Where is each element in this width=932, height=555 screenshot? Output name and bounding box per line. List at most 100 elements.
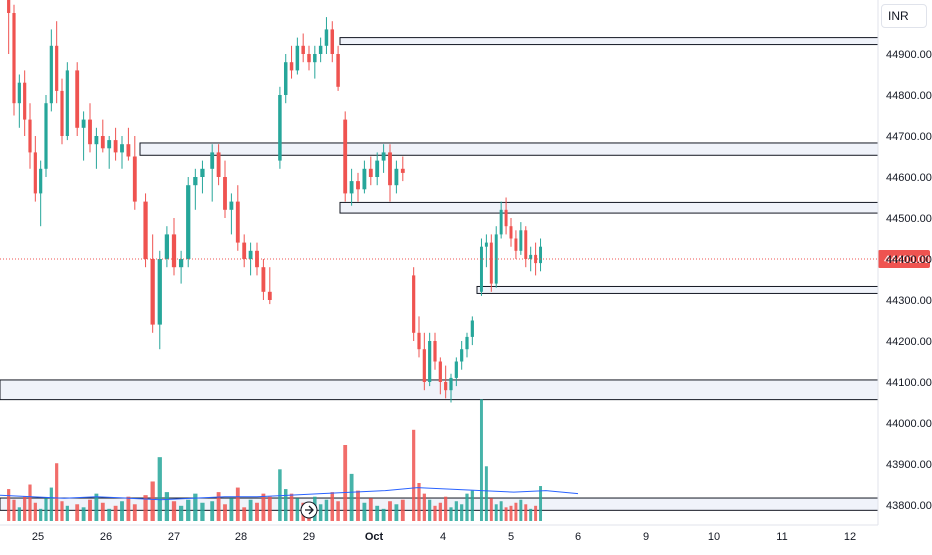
candle-body[interactable] <box>295 45 300 71</box>
candle-body[interactable] <box>454 361 458 378</box>
candle-body[interactable] <box>229 201 234 210</box>
candle-body[interactable] <box>504 209 508 227</box>
candle-body[interactable] <box>164 234 170 259</box>
candle-body[interactable] <box>150 259 155 325</box>
candle-body[interactable] <box>349 181 354 194</box>
candle-body[interactable] <box>17 82 21 104</box>
candle-body[interactable] <box>81 119 86 128</box>
candle-body[interactable] <box>318 45 323 54</box>
candle-body[interactable] <box>499 209 503 235</box>
candle-body[interactable] <box>388 152 392 186</box>
zone-box-3[interactable] <box>339 201 879 214</box>
candle-body[interactable] <box>44 103 48 169</box>
candle-body[interactable] <box>88 119 92 145</box>
candle-body[interactable] <box>433 341 437 362</box>
candle-body[interactable] <box>49 45 53 104</box>
current-price-badge <box>878 250 930 268</box>
candle-body[interactable] <box>255 250 259 268</box>
candle-body[interactable] <box>100 136 105 149</box>
candle-body[interactable] <box>113 140 118 153</box>
candle-body[interactable] <box>60 90 64 136</box>
candle-body[interactable] <box>193 177 198 186</box>
zone-box-5[interactable] <box>0 379 879 401</box>
candle-body[interactable] <box>444 382 448 391</box>
candle-body[interactable] <box>336 54 340 87</box>
candle-body[interactable] <box>307 54 311 63</box>
candle-body[interactable] <box>449 377 453 391</box>
candle-body[interactable] <box>324 29 329 46</box>
candle-body[interactable] <box>28 119 32 153</box>
price-tick-label: 44400.00 <box>886 254 932 266</box>
candle-body[interactable] <box>289 62 294 71</box>
candle-body[interactable] <box>186 185 191 259</box>
candle-body[interactable] <box>422 349 426 382</box>
volume-bar <box>235 487 240 521</box>
candle-body[interactable] <box>126 144 131 157</box>
candle-body[interactable] <box>313 54 317 63</box>
candle-body[interactable] <box>394 168 399 186</box>
candle-body[interactable] <box>375 160 380 177</box>
candle-body[interactable] <box>479 246 483 292</box>
candle-body[interactable] <box>200 168 205 177</box>
candle-body[interactable] <box>524 230 528 259</box>
candle-body[interactable] <box>509 226 513 239</box>
candle-body[interactable] <box>75 70 80 128</box>
candle-body[interactable] <box>428 341 432 382</box>
candle-body[interactable] <box>157 259 162 325</box>
zone-box-1[interactable] <box>339 37 879 46</box>
candle-body[interactable] <box>356 181 360 190</box>
candle-body[interactable] <box>65 70 69 136</box>
candle-body[interactable] <box>484 242 488 247</box>
candle-body[interactable] <box>39 168 43 194</box>
chevron-right-icon[interactable] <box>300 501 318 519</box>
candle-body[interactable] <box>132 156 137 202</box>
candle-body[interactable] <box>514 238 518 251</box>
candle-body[interactable] <box>107 140 112 149</box>
candle-body[interactable] <box>301 45 305 54</box>
candle-body[interactable] <box>534 254 538 264</box>
candle-body[interactable] <box>465 336 469 350</box>
candle-body[interactable] <box>519 230 523 251</box>
candle-body[interactable] <box>381 152 386 161</box>
candle-body[interactable] <box>412 275 416 333</box>
candle-body[interactable] <box>494 234 498 284</box>
candle-body[interactable] <box>23 82 27 120</box>
candle-body[interactable] <box>261 267 266 292</box>
candle-body[interactable] <box>470 320 474 337</box>
candle-body[interactable] <box>362 168 367 190</box>
candle-body[interactable] <box>143 201 148 259</box>
candle-body[interactable] <box>489 242 493 284</box>
candle-body[interactable] <box>460 349 464 362</box>
candle-body[interactable] <box>171 234 177 268</box>
candle-body[interactable] <box>400 168 405 173</box>
candle-body[interactable] <box>33 152 37 194</box>
candle-body[interactable] <box>223 177 227 210</box>
candle-body[interactable] <box>248 250 253 259</box>
candle-body[interactable] <box>529 254 533 259</box>
candle-body[interactable] <box>438 361 442 383</box>
candle-body[interactable] <box>210 152 215 169</box>
zone-box-2[interactable] <box>139 142 879 156</box>
candle-body[interactable] <box>330 29 335 54</box>
candle-body[interactable] <box>12 13 16 104</box>
candle-body[interactable] <box>235 201 240 243</box>
candle-body[interactable] <box>216 152 221 177</box>
candle-body[interactable] <box>417 332 421 350</box>
volume-bar <box>433 505 437 521</box>
currency-badge[interactable]: INR <box>881 4 927 28</box>
candle-body[interactable] <box>539 246 543 264</box>
candle-body[interactable] <box>120 144 124 153</box>
candle-body[interactable] <box>55 45 59 91</box>
candle-body[interactable] <box>278 95 282 161</box>
candle-body[interactable] <box>7 0 11 13</box>
candle-body[interactable] <box>242 242 247 259</box>
candle-body[interactable] <box>368 168 373 177</box>
candle-body[interactable] <box>178 259 184 268</box>
candle-body[interactable] <box>283 62 288 95</box>
zone-box-4[interactable] <box>476 285 879 294</box>
candle-body[interactable] <box>94 136 99 145</box>
candle-body[interactable] <box>267 291 272 300</box>
candle-body[interactable] <box>343 119 348 194</box>
